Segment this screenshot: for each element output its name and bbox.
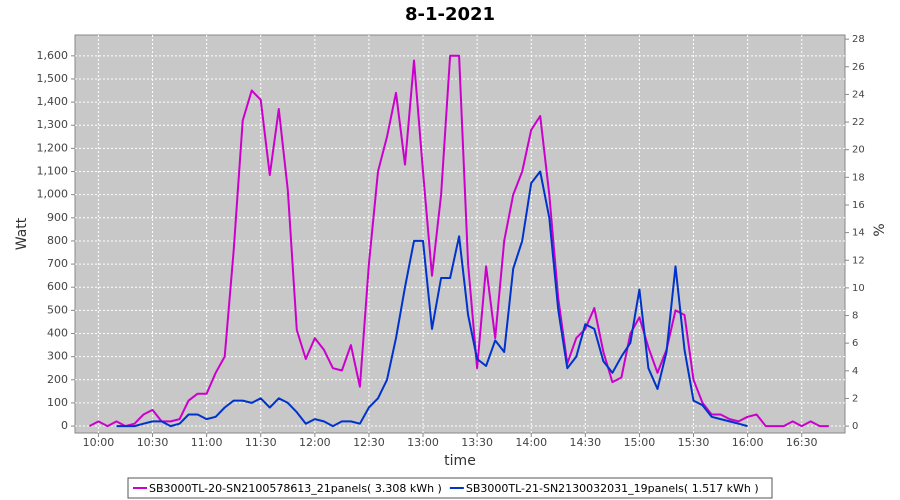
y-tick-label: 1,600 xyxy=(37,49,69,62)
x-tick-label: 11:00 xyxy=(191,436,223,449)
y2-tick-label: 6 xyxy=(852,338,858,349)
y2-tick-label: 8 xyxy=(852,311,858,322)
y-tick-label: 700 xyxy=(47,257,68,270)
x-tick-label: 11:30 xyxy=(245,436,277,449)
y2-axis-label: % xyxy=(872,223,888,236)
y2-tick-label: 28 xyxy=(852,34,865,45)
x-axis-label: time xyxy=(444,453,476,469)
x-tick-label: 12:30 xyxy=(353,436,385,449)
x-tick-label: 13:00 xyxy=(407,436,439,449)
x-tick-label: 14:00 xyxy=(515,436,547,449)
y2-tick-label: 10 xyxy=(852,283,865,294)
y-tick-label: 400 xyxy=(47,327,68,340)
y-tick-label: 600 xyxy=(47,280,68,293)
y-tick-label: 200 xyxy=(47,373,68,386)
y-tick-label: 1,100 xyxy=(37,165,69,178)
y2-tick-label: 22 xyxy=(852,117,865,128)
y2-tick-label: 26 xyxy=(852,62,865,73)
y2-tick-label: 20 xyxy=(852,145,865,156)
plot-area xyxy=(74,34,846,434)
x-tick-label: 16:30 xyxy=(786,436,818,449)
y-tick-label: 800 xyxy=(47,234,68,247)
x-tick-label: 14:30 xyxy=(569,436,601,449)
y2-tick-label: 16 xyxy=(852,200,865,211)
legend-label: SB3000TL-20-SN2100578613_21panels( 3.308… xyxy=(149,482,442,495)
y2-tick-label: 4 xyxy=(852,366,858,377)
y2-tick-label: 12 xyxy=(852,255,865,266)
x-tick-label: 10:30 xyxy=(137,436,169,449)
legend-label: SB3000TL-21-SN2130032031_19panels( 1.517… xyxy=(466,482,759,495)
y2-tick-label: 0 xyxy=(852,421,858,432)
x-tick-label: 12:00 xyxy=(299,436,331,449)
x-tick-label: 16:00 xyxy=(732,436,764,449)
y-tick-label: 1,500 xyxy=(37,72,69,85)
y-tick-label: 0 xyxy=(61,419,68,432)
y-tick-label: 100 xyxy=(47,396,68,409)
y2-tick-label: 14 xyxy=(852,228,865,239)
y2-tick-label: 24 xyxy=(852,89,865,100)
y-tick-label: 1,300 xyxy=(37,118,69,131)
chart-title: 8-1-2021 xyxy=(405,4,495,25)
series-line xyxy=(116,170,748,428)
x-tick-label: 13:30 xyxy=(461,436,493,449)
y2-tick-label: 2 xyxy=(852,393,858,404)
y-tick-label: 1,000 xyxy=(37,188,69,201)
y-axis-label: Watt xyxy=(14,217,30,250)
x-tick-label: 15:30 xyxy=(678,436,710,449)
y-tick-label: 1,400 xyxy=(37,95,69,108)
x-tick-label: 10:00 xyxy=(83,436,115,449)
y-tick-label: 900 xyxy=(47,211,68,224)
y-tick-label: 500 xyxy=(47,303,68,316)
y-tick-label: 300 xyxy=(47,350,68,363)
y2-tick-label: 18 xyxy=(852,172,865,183)
x-tick-label: 15:00 xyxy=(624,436,656,449)
y-tick-label: 1,200 xyxy=(37,141,69,154)
series-line xyxy=(88,54,829,428)
